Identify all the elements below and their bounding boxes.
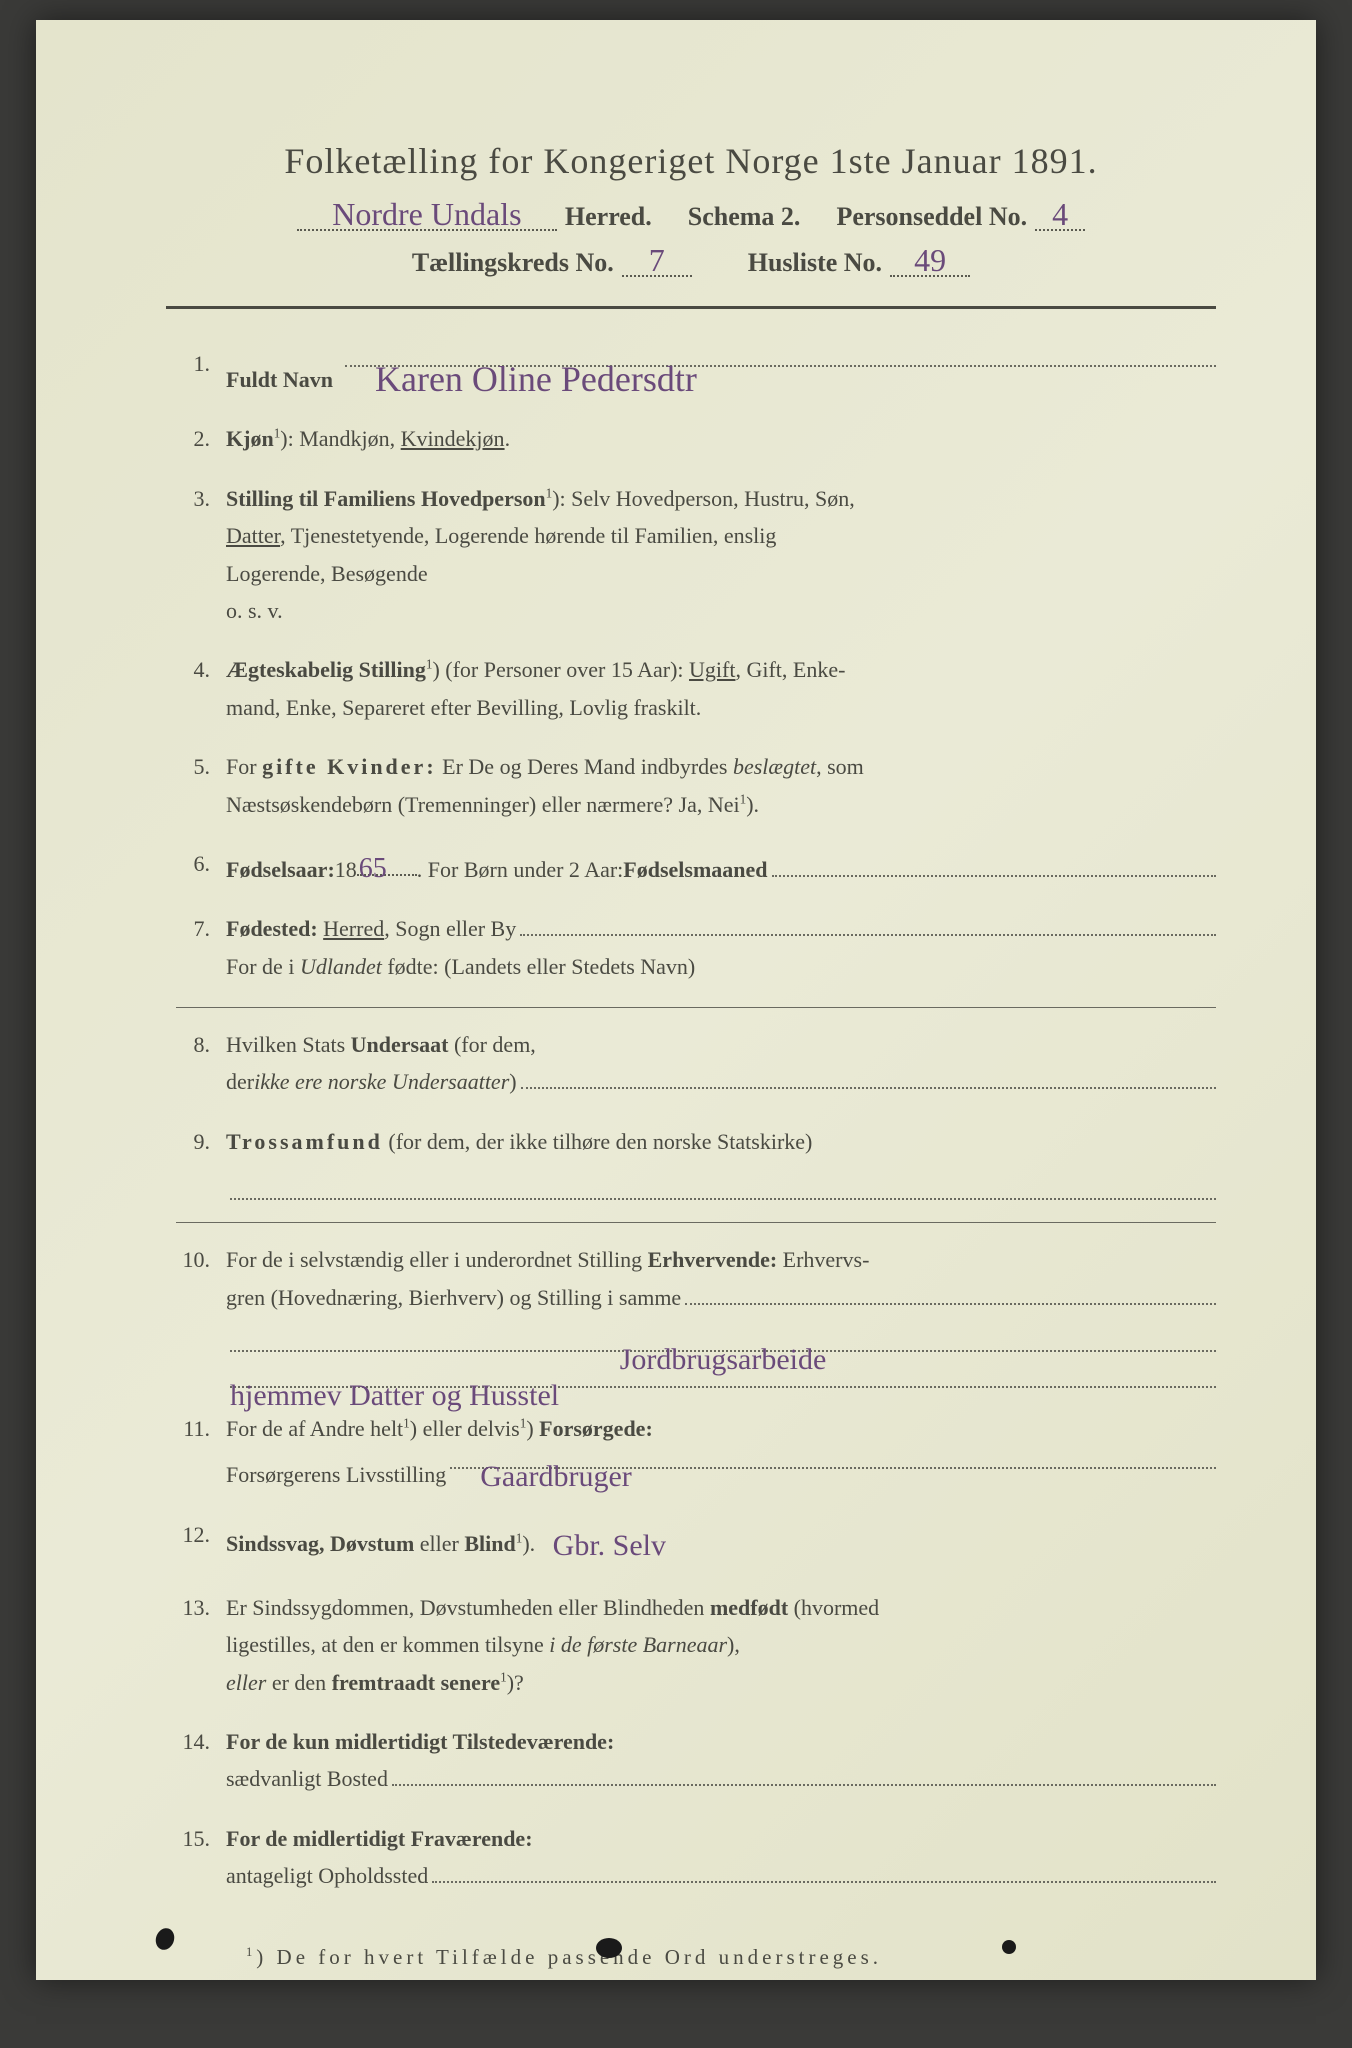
entry-3: 3. Stilling til Familiens Hovedperson1):… bbox=[176, 480, 1216, 630]
entry-num: 13. bbox=[176, 1589, 226, 1626]
herred-value: Nordre Undals bbox=[297, 196, 557, 231]
entry-4: 4. Ægteskabelig Stilling1) (for Personer… bbox=[176, 651, 1216, 726]
field-label: Ægteskabelig Stilling bbox=[226, 657, 426, 682]
entry-num: 15. bbox=[176, 1820, 226, 1857]
entry-15: 15. For de midlertidigt Fraværende: anta… bbox=[176, 1820, 1216, 1895]
personseddel-value: 4 bbox=[1035, 196, 1085, 231]
kreds-label: Tællingskreds No. bbox=[412, 248, 614, 278]
entry-9: 9. Trossamfund (for dem, der ikke tilhør… bbox=[176, 1123, 1216, 1200]
selected-relation: Datter bbox=[226, 523, 280, 548]
entry-10: 10. For de i selvstændig eller i underor… bbox=[176, 1241, 1216, 1388]
herred-label: Herred. bbox=[565, 202, 652, 232]
ink-spot bbox=[1002, 1940, 1016, 1954]
entry-num: 1. bbox=[176, 345, 226, 382]
entry-num: 6. bbox=[176, 845, 226, 882]
entry-num: 2. bbox=[176, 420, 226, 457]
entry-num: 8. bbox=[176, 1026, 226, 1063]
selected-gender: Kvindekjøn bbox=[401, 426, 505, 451]
personseddel-label: Personseddel No. bbox=[836, 202, 1027, 232]
entry-num: 10. bbox=[176, 1241, 226, 1278]
field-label: Kjøn bbox=[226, 426, 274, 451]
name-value: Karen Oline Pedersdtr bbox=[345, 359, 697, 399]
occupation-2: hjemmev Datter og Husstel bbox=[230, 1379, 559, 1412]
entry-13: 13. Er Sindssygdommen, Døvstumheden elle… bbox=[176, 1589, 1216, 1701]
header-row-1: Nordre Undals Herred. Schema 2. Personse… bbox=[166, 196, 1216, 232]
section-divider-2 bbox=[176, 1222, 1216, 1223]
entry-2: 2. Kjøn1): Mandkjøn, Kvindekjøn. bbox=[176, 420, 1216, 457]
entry-num: 12. bbox=[176, 1516, 226, 1553]
ink-spot bbox=[596, 1938, 622, 1958]
entry-8: 8. Hvilken Stats Undersaat (for dem, der… bbox=[176, 1026, 1216, 1101]
field-label: Trossamfund bbox=[226, 1129, 383, 1154]
disability-note: Gbr. Selv bbox=[541, 1529, 666, 1562]
entry-num: 5. bbox=[176, 748, 226, 785]
footnote: 1) De for hvert Tilfælde passende Ord un… bbox=[166, 1945, 1216, 1970]
kreds-value: 7 bbox=[622, 242, 692, 277]
entry-num: 3. bbox=[176, 480, 226, 517]
entry-num: 7. bbox=[176, 910, 226, 947]
selected-marital: Ugift bbox=[689, 657, 735, 682]
entry-6: 6. Fødselsaar: 1865 . For Børn under 2 A… bbox=[176, 845, 1216, 888]
schema-label: Schema 2. bbox=[688, 202, 801, 232]
header-row-2: Tællingskreds No. 7 Husliste No. 49 bbox=[166, 242, 1216, 278]
section-divider-1 bbox=[176, 1007, 1216, 1008]
entry-num: 11. bbox=[176, 1410, 226, 1447]
entries-list: 1. Fuldt Navn Karen Oline Pedersdtr 2. K… bbox=[166, 345, 1216, 1895]
census-form-page: Folketælling for Kongeriget Norge 1ste J… bbox=[36, 20, 1316, 1980]
field-label: Fuldt Navn bbox=[226, 361, 333, 398]
entry-num: 9. bbox=[176, 1123, 226, 1160]
entry-1: 1. Fuldt Navn Karen Oline Pedersdtr bbox=[176, 345, 1216, 398]
husliste-value: 49 bbox=[890, 242, 970, 277]
form-header: Folketælling for Kongeriget Norge 1ste J… bbox=[166, 140, 1216, 278]
entry-12: 12. Sindssvag, Døvstum eller Blind1). Gb… bbox=[176, 1516, 1216, 1567]
entry-num: 4. bbox=[176, 651, 226, 688]
field-label: Sindssvag, Døvstum bbox=[226, 1531, 414, 1556]
field-label: Fødested: bbox=[226, 910, 318, 947]
birth-year: 65 bbox=[357, 845, 417, 876]
provider-occupation: Gaardbruger bbox=[450, 1460, 632, 1493]
field-label: Stilling til Familiens Hovedperson bbox=[226, 486, 546, 511]
entry-5: 5. For gifte Kvinder: Er De og Deres Man… bbox=[176, 748, 1216, 823]
entry-11: 11. For de af Andre helt1) eller delvis1… bbox=[176, 1410, 1216, 1494]
birthplace-type: Herred bbox=[323, 910, 384, 947]
entry-7: 7. Fødested: Herred, Sogn eller By For d… bbox=[176, 910, 1216, 985]
entry-14: 14. For de kun midlertidigt Tilstedevære… bbox=[176, 1723, 1216, 1798]
header-divider bbox=[166, 306, 1216, 309]
field-label: Fødselsaar: bbox=[226, 851, 335, 888]
main-title: Folketælling for Kongeriget Norge 1ste J… bbox=[166, 140, 1216, 182]
husliste-label: Husliste No. bbox=[748, 248, 882, 278]
entry-num: 14. bbox=[176, 1723, 226, 1760]
